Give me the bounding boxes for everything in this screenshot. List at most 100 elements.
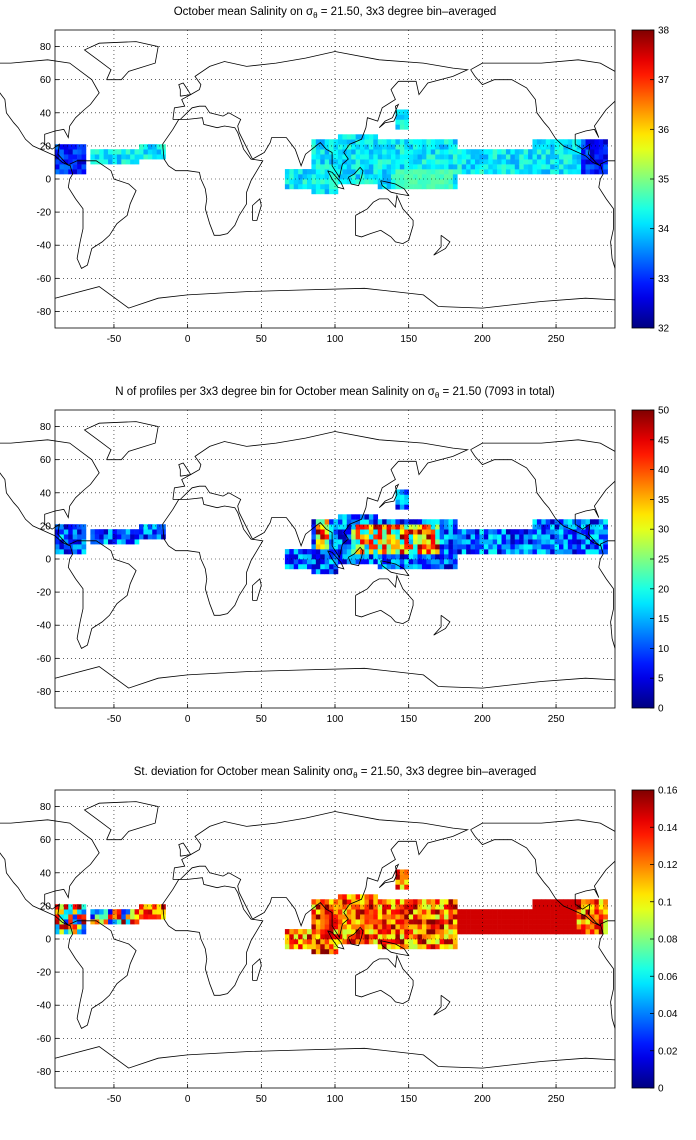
data-bin bbox=[435, 924, 440, 930]
data-bin bbox=[108, 154, 113, 160]
data-bin bbox=[567, 159, 573, 165]
y-tick-label: 0 bbox=[45, 935, 51, 946]
data-bin bbox=[368, 159, 374, 165]
data-bin bbox=[466, 149, 471, 155]
data-bin bbox=[108, 909, 113, 915]
data-bin bbox=[581, 919, 586, 925]
data-bin bbox=[439, 529, 445, 535]
data-bin bbox=[156, 914, 162, 920]
data-bin bbox=[99, 154, 104, 160]
data-bin bbox=[399, 174, 405, 180]
data-bin bbox=[554, 914, 560, 920]
data-bin bbox=[572, 519, 577, 525]
data-bin bbox=[408, 909, 414, 915]
data-bin bbox=[373, 514, 379, 520]
data-bin bbox=[404, 884, 409, 890]
data-bin bbox=[324, 524, 330, 530]
data-bin bbox=[435, 519, 440, 525]
y-tick-label: 40 bbox=[40, 488, 52, 499]
data-bin bbox=[368, 164, 374, 170]
data-bin bbox=[152, 534, 157, 540]
data-bin bbox=[143, 149, 149, 155]
data-bin bbox=[399, 904, 405, 910]
data-bin bbox=[346, 939, 352, 945]
data-bin bbox=[307, 939, 312, 945]
data-bin bbox=[68, 914, 73, 920]
data-bin bbox=[461, 534, 467, 540]
data-bin bbox=[563, 549, 569, 555]
data-bin bbox=[439, 939, 445, 945]
data-bin bbox=[559, 909, 564, 915]
data-bin bbox=[364, 139, 370, 145]
data-bin bbox=[346, 929, 352, 935]
data-bin bbox=[337, 924, 343, 930]
data-bin bbox=[395, 179, 401, 185]
data-bin bbox=[329, 519, 334, 525]
data-bin bbox=[355, 519, 361, 525]
data-bin bbox=[324, 943, 330, 950]
data-bin bbox=[572, 534, 577, 540]
x-tick-label: 250 bbox=[548, 714, 565, 725]
data-bin bbox=[572, 159, 577, 165]
x-tick-label: 0 bbox=[185, 1094, 191, 1105]
data-bin bbox=[559, 154, 564, 160]
data-bin bbox=[391, 559, 396, 565]
data-bin bbox=[112, 539, 118, 545]
data-bin bbox=[143, 914, 149, 920]
data-bin bbox=[475, 159, 480, 165]
data-bin bbox=[417, 544, 423, 550]
data-bin bbox=[479, 549, 485, 555]
data-bin bbox=[461, 919, 467, 925]
data-bin bbox=[598, 139, 604, 145]
data-bin bbox=[581, 534, 586, 540]
data-bin bbox=[373, 529, 379, 535]
data-bin bbox=[421, 554, 427, 560]
data-bin bbox=[567, 144, 573, 150]
data-bin bbox=[346, 159, 352, 165]
data-bin bbox=[541, 919, 547, 925]
data-bin bbox=[377, 934, 383, 940]
data-bin bbox=[404, 119, 409, 125]
data-bin bbox=[360, 519, 365, 525]
data-bin bbox=[364, 134, 370, 140]
data-bin bbox=[81, 914, 87, 920]
data-bin bbox=[55, 144, 60, 150]
data-bin bbox=[329, 914, 334, 920]
data-bin bbox=[320, 568, 325, 575]
data-bin bbox=[377, 563, 383, 570]
data-bin bbox=[307, 559, 312, 565]
data-bin bbox=[536, 144, 542, 150]
data-bin bbox=[545, 529, 551, 535]
y-tick-label: -20 bbox=[37, 208, 52, 219]
data-bin bbox=[492, 919, 498, 925]
x-tick-label: 150 bbox=[400, 1094, 417, 1105]
data-bin bbox=[324, 914, 330, 920]
data-bin bbox=[152, 914, 157, 920]
data-bin bbox=[298, 943, 303, 950]
data-bin bbox=[563, 164, 569, 170]
data-bin bbox=[143, 154, 149, 160]
data-bin bbox=[461, 529, 467, 535]
data-bin bbox=[360, 529, 365, 535]
data-bin bbox=[488, 529, 493, 535]
coastline bbox=[172, 811, 470, 939]
data-bin bbox=[337, 149, 343, 155]
data-bin bbox=[452, 909, 458, 915]
data-bin bbox=[426, 524, 432, 530]
data-bin bbox=[116, 539, 122, 545]
data-bin bbox=[324, 559, 330, 565]
data-bin bbox=[377, 539, 383, 545]
data-bin bbox=[368, 544, 374, 550]
data-bin bbox=[55, 929, 60, 935]
data-bin bbox=[99, 919, 104, 925]
x-tick-label: 100 bbox=[327, 334, 344, 345]
data-bin bbox=[603, 909, 608, 915]
data-bin bbox=[532, 549, 538, 555]
data-bin bbox=[408, 149, 414, 155]
data-bin bbox=[377, 899, 383, 905]
data-bin bbox=[466, 154, 471, 160]
data-bin bbox=[466, 539, 471, 545]
data-bin bbox=[329, 154, 334, 160]
data-bin bbox=[298, 549, 303, 555]
data-bin bbox=[307, 549, 312, 555]
